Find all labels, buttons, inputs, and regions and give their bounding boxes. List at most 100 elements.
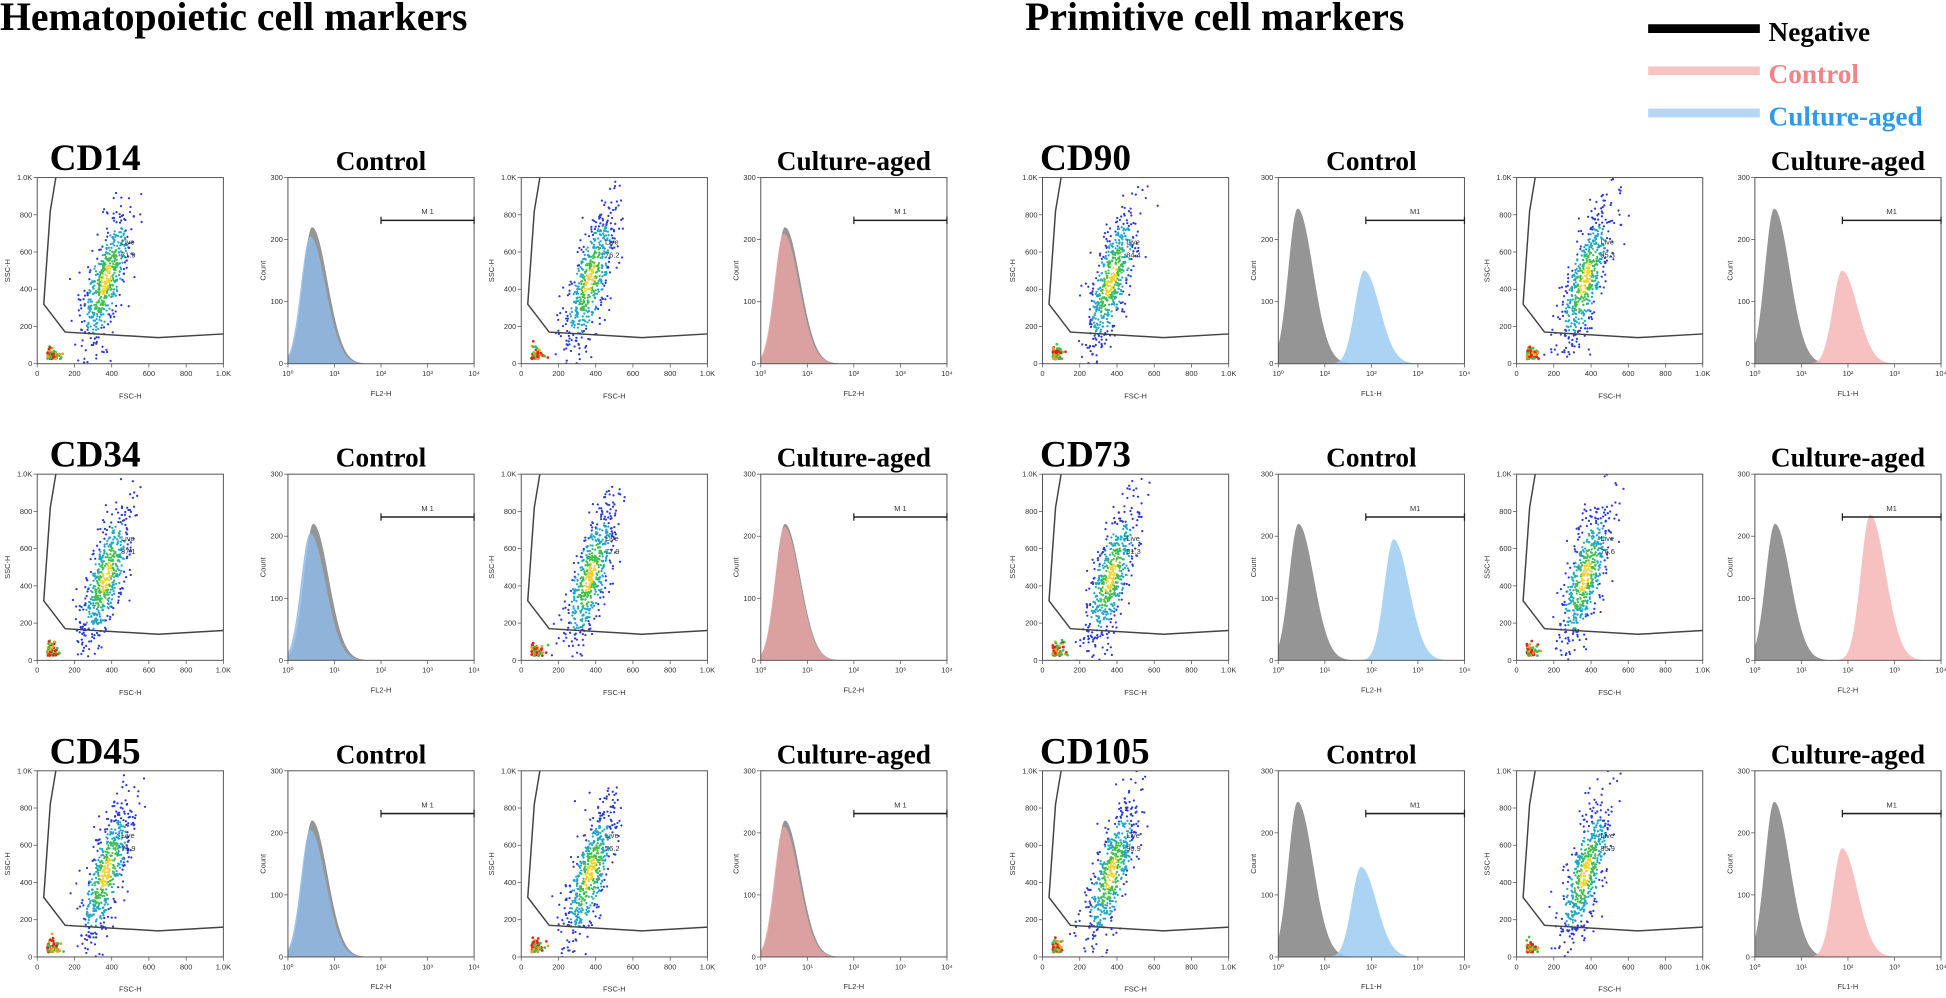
event-dot (576, 916, 579, 920)
event-dot (1132, 250, 1135, 253)
event-dot (1111, 242, 1115, 245)
event-dot (586, 595, 589, 599)
event-dot (1114, 238, 1117, 242)
event-dot (1078, 294, 1082, 297)
event-dot (1104, 244, 1107, 247)
event-dot (1090, 291, 1093, 295)
event-dot (615, 792, 618, 795)
event-dot (113, 804, 116, 808)
event-dot (112, 897, 115, 901)
event-dot (592, 294, 596, 297)
event-dot (608, 493, 611, 496)
event-dot (1100, 257, 1103, 260)
event-dot (601, 529, 604, 532)
event-dot (128, 508, 132, 512)
debris-dot (1057, 357, 1061, 360)
event-dot (592, 839, 596, 843)
x-tick-label: 400 (105, 369, 117, 378)
event-dot (598, 589, 601, 592)
event-dot (1134, 254, 1137, 257)
event-dot (77, 359, 80, 362)
event-dot (103, 916, 106, 920)
event-dot (112, 576, 116, 579)
event-dot (564, 593, 568, 596)
event-dot (574, 284, 577, 287)
event-dot (589, 847, 592, 850)
event-dot (90, 615, 93, 618)
event-dot (1108, 296, 1111, 299)
event-dot (104, 628, 108, 631)
event-dot (562, 286, 565, 289)
event-dot (582, 305, 586, 308)
event-dot (117, 844, 121, 847)
event-dot (569, 312, 572, 316)
event-dot (120, 257, 123, 260)
x-tick-label: 600 (1148, 369, 1160, 378)
event-dot (610, 540, 613, 543)
plot-frame (520, 770, 708, 958)
event-dot (114, 294, 117, 297)
event-dot (97, 842, 101, 845)
event-dot (565, 317, 568, 320)
event-dot (88, 880, 91, 883)
event-dot (590, 567, 593, 570)
event-dot (1602, 286, 1605, 289)
event-dot (91, 553, 94, 556)
event-dot (108, 257, 111, 260)
debris-dot (1051, 350, 1055, 353)
event-dot (559, 891, 562, 895)
event-dot (105, 309, 108, 312)
event-dot (114, 916, 117, 919)
event-dot (597, 290, 600, 293)
event-dot (95, 312, 99, 316)
event-dot (1593, 239, 1596, 242)
event-dot (580, 273, 583, 276)
event-dot (115, 508, 118, 511)
event-dot (1611, 240, 1614, 243)
event-dot (582, 623, 586, 626)
event-dot (562, 607, 565, 610)
event-dot (96, 849, 99, 852)
event-dot (126, 547, 129, 550)
event-dot (596, 264, 599, 267)
event-dot (596, 527, 599, 530)
event-dot (134, 514, 137, 517)
event-dot (111, 242, 114, 245)
event-dot (83, 302, 86, 306)
event-dot (588, 552, 591, 556)
x-axis-label: FSC-H (603, 391, 626, 400)
event-dot (587, 879, 590, 883)
event-dot (114, 304, 118, 308)
event-dot (1114, 291, 1117, 295)
event-dot (602, 838, 605, 841)
event-dot (615, 786, 618, 789)
event-dot (1116, 277, 1119, 280)
event-dot (96, 881, 99, 884)
event-dot (561, 948, 564, 951)
event-dot (1119, 278, 1122, 282)
event-dot (133, 827, 136, 830)
event-dot (599, 298, 602, 302)
event-dot (1105, 308, 1109, 311)
event-dot (80, 934, 83, 937)
event-dot (86, 590, 89, 593)
event-dot (96, 869, 99, 872)
event-dot (580, 895, 583, 899)
event-dot (599, 234, 603, 237)
event-dot (1114, 247, 1117, 250)
debris-dot (536, 355, 540, 359)
event-dot (81, 942, 84, 945)
event-dot (132, 215, 135, 218)
event-dot (1091, 367, 1093, 369)
event-dot (602, 885, 605, 888)
event-dot (1108, 240, 1111, 243)
histogram-peak (287, 829, 475, 957)
event-dot (595, 891, 599, 894)
event-dot (1113, 274, 1116, 277)
event-dot (1118, 267, 1121, 270)
event-dot (588, 588, 591, 591)
event-dot (578, 894, 581, 897)
event-dot (605, 854, 609, 857)
event-dot (139, 213, 142, 216)
debris-dot (47, 645, 51, 649)
